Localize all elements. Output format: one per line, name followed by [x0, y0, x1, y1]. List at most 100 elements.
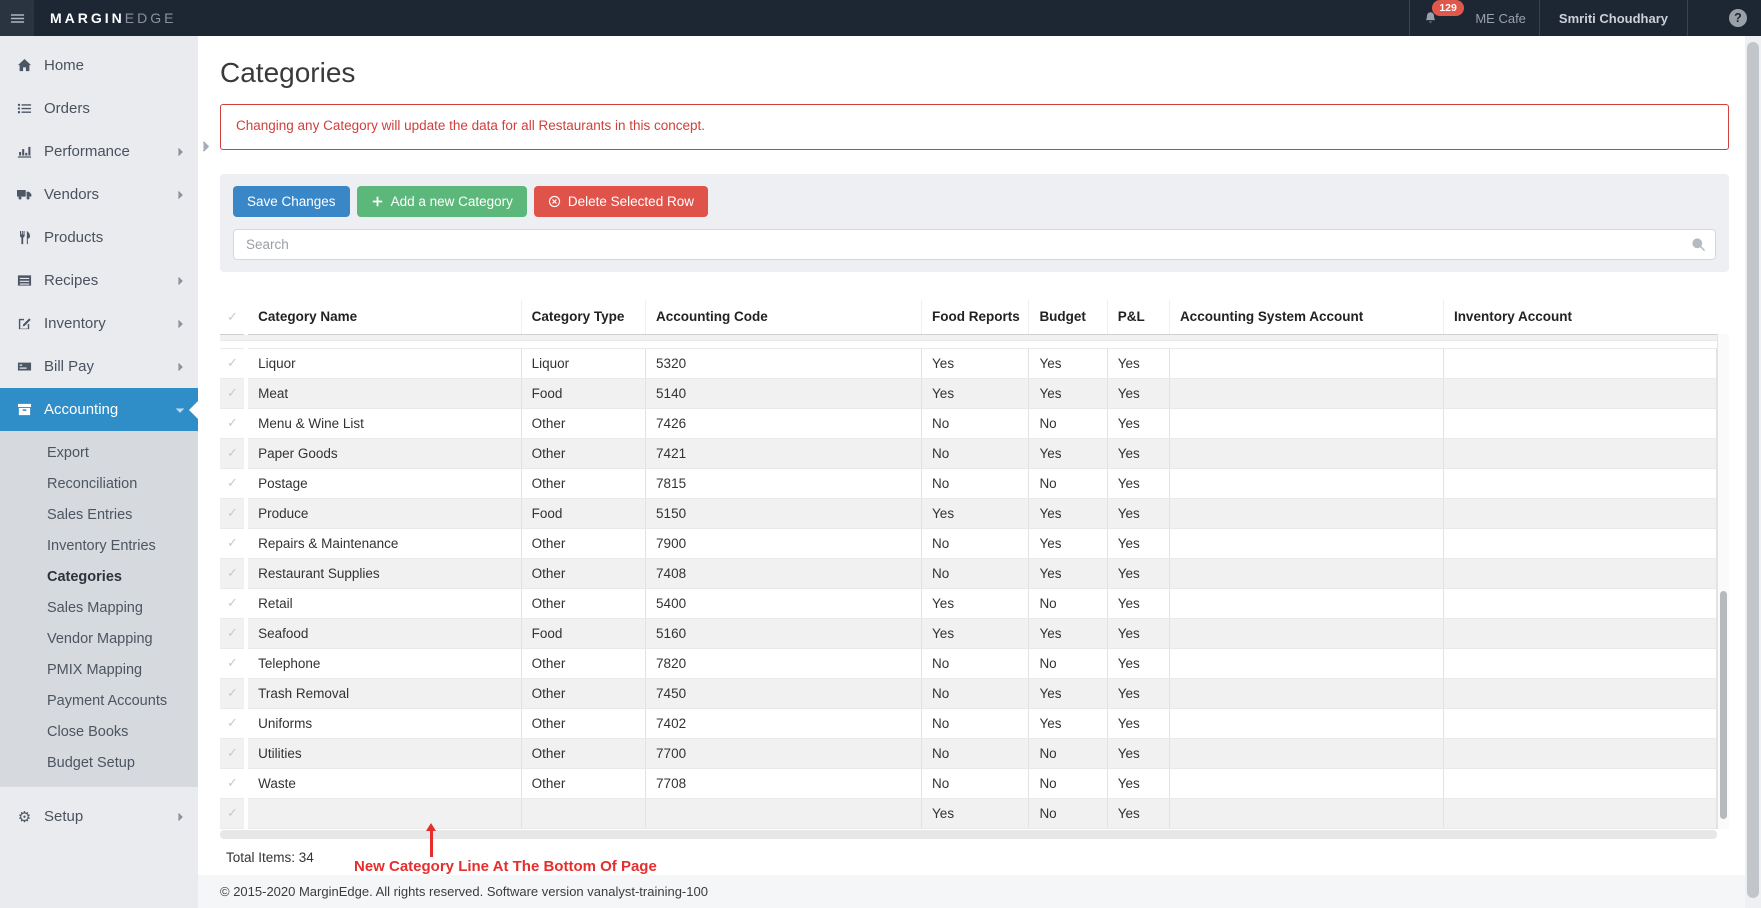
- cell-food-reports[interactable]: No: [921, 468, 1030, 499]
- col-inventory-account[interactable]: Inventory Account: [1443, 300, 1717, 335]
- save-changes-button[interactable]: Save Changes: [233, 186, 350, 217]
- cell-pl[interactable]: Yes: [1107, 768, 1170, 799]
- sidebar-subitem[interactable]: Vendor Mapping: [47, 630, 153, 647]
- row-select-cell[interactable]: ✓: [220, 558, 249, 589]
- cell-budget[interactable]: Yes: [1028, 558, 1108, 589]
- row-select-cell[interactable]: ✓: [220, 468, 249, 499]
- cell-accounting-system-account[interactable]: [1169, 708, 1444, 739]
- row-select-cell[interactable]: ✓: [220, 378, 249, 409]
- cell-accounting-code[interactable]: [645, 798, 923, 829]
- cell-accounting-system-account[interactable]: [1169, 558, 1444, 589]
- table-row[interactable]: ✓ Utilities Other 7700 No No Yes: [220, 738, 1718, 769]
- cell-category-name[interactable]: Meat: [246, 378, 522, 409]
- row-select-cell[interactable]: ✓: [220, 408, 249, 439]
- cell-food-reports[interactable]: No: [921, 438, 1030, 469]
- sidebar-subitem[interactable]: Budget Setup: [47, 754, 135, 771]
- cell-accounting-system-account[interactable]: [1169, 738, 1444, 769]
- row-select-cell[interactable]: ✓: [220, 528, 249, 559]
- table-row[interactable]: ✓ Paper Goods Other 7421 No Yes Yes: [220, 438, 1718, 469]
- cell-budget[interactable]: Yes: [1028, 498, 1108, 529]
- cell-category-name[interactable]: Liquor: [246, 348, 522, 379]
- cell-category-name[interactable]: Paper Goods: [246, 438, 522, 469]
- cell-pl[interactable]: Yes: [1107, 348, 1170, 379]
- cell-pl[interactable]: Yes: [1107, 468, 1170, 499]
- cell-food-reports[interactable]: Yes: [921, 348, 1030, 379]
- cell-food-reports[interactable]: No: [921, 738, 1030, 769]
- cell-category-type[interactable]: Other: [521, 558, 647, 589]
- delete-row-button[interactable]: Delete Selected Row: [533, 186, 708, 217]
- cell-inventory-account[interactable]: [1443, 588, 1718, 619]
- cell-budget[interactable]: Yes: [1028, 438, 1108, 469]
- sidebar-subitem[interactable]: Reconciliation: [47, 475, 138, 492]
- cell-pl[interactable]: Yes: [1107, 798, 1170, 829]
- cell-accounting-code[interactable]: 7708: [645, 768, 923, 799]
- table-row[interactable]: ✓ Retail Other 5400 Yes No Yes: [220, 588, 1718, 619]
- cell-budget[interactable]: No: [1028, 588, 1108, 619]
- cell-category-type[interactable]: Food: [521, 378, 647, 409]
- cell-category-type[interactable]: Other: [521, 468, 647, 499]
- row-select-cell[interactable]: ✓: [220, 738, 249, 769]
- sidebar-item[interactable]: Recipes: [0, 259, 198, 302]
- cell-category-type[interactable]: Other: [521, 768, 647, 799]
- cell-budget[interactable]: No: [1028, 468, 1108, 499]
- cell-budget[interactable]: No: [1028, 648, 1108, 679]
- table-row[interactable]: ✓ Telephone Other 7820 No No Yes: [220, 648, 1718, 679]
- row-select-cell[interactable]: ✓: [220, 648, 249, 679]
- col-accounting-code[interactable]: Accounting Code: [645, 300, 923, 335]
- cell-accounting-system-account[interactable]: [1169, 648, 1444, 679]
- sidebar-item-setup[interactable]: ⚙ Setup: [0, 795, 198, 838]
- restaurant-name[interactable]: ME Cafe: [1475, 10, 1526, 26]
- cell-category-type[interactable]: [521, 798, 647, 829]
- table-row[interactable]: ✓ Yes No Yes: [220, 798, 1718, 829]
- cell-pl[interactable]: Yes: [1107, 738, 1170, 769]
- sidebar-item[interactable]: Orders: [0, 87, 198, 130]
- select-all-header[interactable]: ✓: [220, 300, 249, 335]
- cell-category-name[interactable]: Menu & Wine List: [246, 408, 522, 439]
- search-input[interactable]: [233, 229, 1716, 260]
- col-category-name[interactable]: Category Name: [246, 300, 522, 335]
- cell-food-reports[interactable]: No: [921, 528, 1030, 559]
- cell-food-reports[interactable]: No: [921, 408, 1030, 439]
- cell-category-type[interactable]: Other: [521, 738, 647, 769]
- row-select-cell[interactable]: ✓: [220, 498, 249, 529]
- cell-accounting-code[interactable]: 5400: [645, 588, 923, 619]
- col-accounting-system-account[interactable]: Accounting System Account: [1169, 300, 1444, 335]
- cell-accounting-code[interactable]: 7815: [645, 468, 923, 499]
- row-select-cell[interactable]: ✓: [220, 438, 249, 469]
- cell-budget[interactable]: No: [1028, 768, 1108, 799]
- table-row[interactable]: ✓ Restaurant Supplies Other 7408 No Yes …: [220, 558, 1718, 589]
- cell-pl[interactable]: Yes: [1107, 618, 1170, 649]
- cell-accounting-system-account[interactable]: [1169, 678, 1444, 709]
- cell-accounting-code[interactable]: 7450: [645, 678, 923, 709]
- row-select-cell[interactable]: ✓: [220, 678, 249, 709]
- col-pl[interactable]: P&L: [1107, 300, 1170, 335]
- cell-pl[interactable]: Yes: [1107, 648, 1170, 679]
- sidebar-item[interactable]: Vendors: [0, 173, 198, 216]
- row-select-cell[interactable]: ✓: [220, 708, 249, 739]
- cell-accounting-code[interactable]: 7402: [645, 708, 923, 739]
- cell-inventory-account[interactable]: [1443, 648, 1718, 679]
- cell-pl[interactable]: Yes: [1107, 498, 1170, 529]
- cell-accounting-system-account[interactable]: [1169, 438, 1444, 469]
- cell-food-reports[interactable]: No: [921, 648, 1030, 679]
- sidebar-subitem[interactable]: Inventory Entries: [47, 537, 156, 554]
- cell-pl[interactable]: Yes: [1107, 678, 1170, 709]
- cell-category-name[interactable]: Waste: [246, 768, 522, 799]
- table-row[interactable]: ✓ Waste Other 7708 No No Yes: [220, 768, 1718, 799]
- cell-budget[interactable]: No: [1028, 408, 1108, 439]
- cell-inventory-account[interactable]: [1443, 798, 1718, 829]
- cell-category-name[interactable]: Repairs & Maintenance: [246, 528, 522, 559]
- cell-inventory-account[interactable]: [1443, 618, 1718, 649]
- table-row[interactable]: ✓ Liquor Liquor 5320 Yes Yes Yes: [220, 348, 1718, 379]
- cell-category-type[interactable]: Other: [521, 408, 647, 439]
- cell-pl[interactable]: Yes: [1107, 378, 1170, 409]
- sidebar-item[interactable]: Home: [0, 44, 198, 87]
- cell-food-reports[interactable]: No: [921, 708, 1030, 739]
- cell-category-name[interactable]: Trash Removal: [246, 678, 522, 709]
- cell-accounting-system-account[interactable]: [1169, 528, 1444, 559]
- cell-accounting-code[interactable]: 5150: [645, 498, 923, 529]
- cell-inventory-account[interactable]: [1443, 348, 1718, 379]
- cell-category-type[interactable]: Other: [521, 708, 647, 739]
- cell-budget[interactable]: No: [1028, 798, 1108, 829]
- cell-accounting-code[interactable]: 5160: [645, 618, 923, 649]
